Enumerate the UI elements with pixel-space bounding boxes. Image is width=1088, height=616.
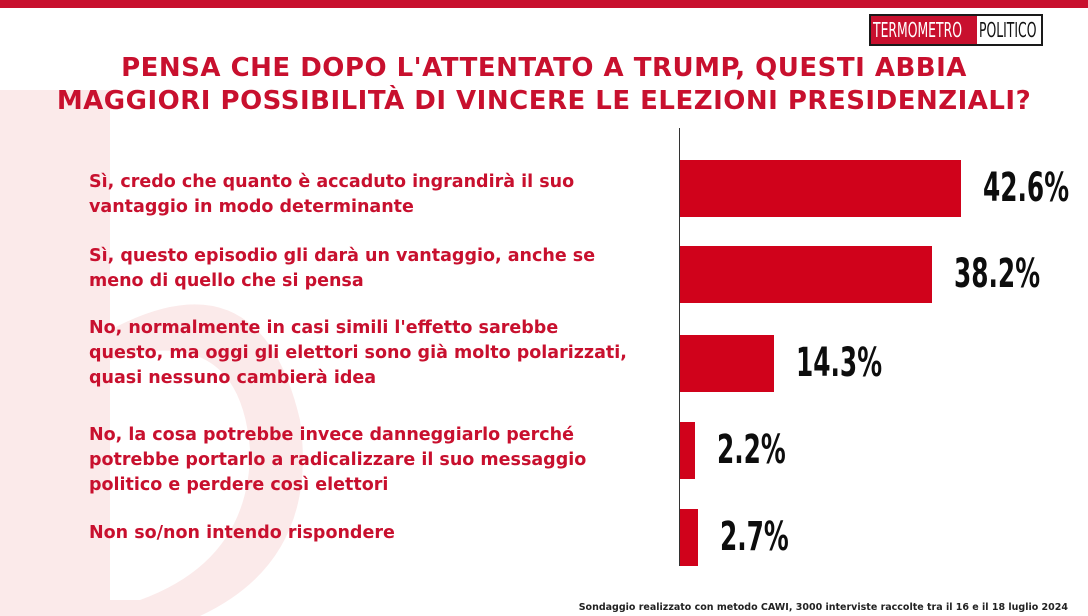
category-label-line: potrebbe portarlo a radicalizzare il suo… [89, 450, 587, 470]
chart-title-line2: MAGGIORI POSSIBILITÀ DI VINCERE LE ELEZI… [56, 86, 1032, 116]
brand-logo-part2: POLITICO [979, 18, 1037, 42]
top-stripe [0, 0, 1088, 8]
category-label-line: politico e perdere così elettori [89, 475, 389, 495]
data-label: 38.2% [954, 251, 1041, 297]
category-label: No, normalmente in casi simili l'effetto… [89, 316, 679, 391]
category-label-line: quasi nessuno cambierà idea [89, 368, 377, 388]
bar [680, 245, 933, 303]
data-label: 2.7% [719, 514, 789, 560]
footer-note: Sondaggio realizzato con metodo CAWI, 30… [578, 602, 1068, 613]
data-label: 42.6% [983, 165, 1070, 211]
category-label: No, la cosa potrebbe invece danneggiarlo… [89, 423, 679, 498]
category-label-line: vantaggio in modo determinante [89, 197, 414, 217]
brand-logo: TERMOMETRO POLITICO [869, 14, 1043, 46]
category-label-line: Non so/non intendo rispondere [89, 523, 395, 543]
bar [680, 508, 698, 566]
category-label-line: No, normalmente in casi simili l'effetto… [89, 318, 559, 338]
category-label: Non so/non intendo rispondere [89, 521, 679, 546]
category-label-line: meno di quello che si pensa [89, 271, 364, 291]
category-label: Sì, questo episodio gli darà un vantaggi… [89, 244, 679, 294]
data-label: 2.2% [716, 427, 786, 473]
category-axis-line [679, 128, 680, 566]
category-label-line: questo, ma oggi gli elettori sono già mo… [89, 343, 627, 363]
brand-logo-part1: TERMOMETRO [873, 18, 962, 42]
bar [680, 421, 695, 479]
category-label-line: Sì, questo episodio gli darà un vantaggi… [89, 246, 596, 266]
bar [680, 159, 962, 217]
category-label: Sì, credo che quanto è accaduto ingrandi… [89, 170, 679, 220]
data-label: 14.3% [796, 340, 883, 386]
chart-title: PENSA CHE DOPO L'ATTENTATO A TRUMP, QUES… [0, 52, 1088, 118]
chart-title-line1: PENSA CHE DOPO L'ATTENTATO A TRUMP, QUES… [121, 53, 967, 83]
category-label-line: Sì, credo che quanto è accaduto ingrandi… [89, 172, 575, 192]
bar [680, 334, 775, 392]
category-label-line: No, la cosa potrebbe invece danneggiarlo… [89, 425, 574, 445]
